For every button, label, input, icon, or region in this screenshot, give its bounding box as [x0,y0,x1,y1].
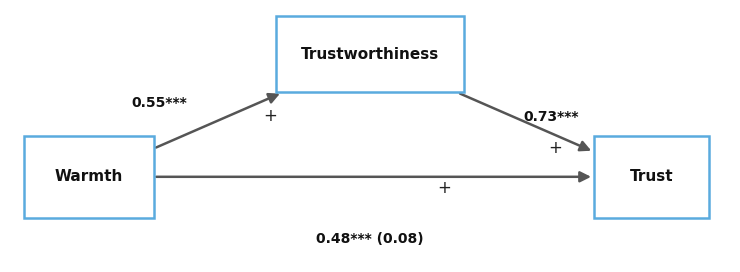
FancyBboxPatch shape [594,136,709,218]
Text: Trustworthiness: Trustworthiness [301,47,439,62]
Text: 0.73***: 0.73*** [524,110,579,124]
FancyBboxPatch shape [24,136,154,218]
FancyBboxPatch shape [275,16,465,92]
Text: +: + [548,139,562,157]
Text: +: + [437,179,451,197]
Text: +: + [263,107,277,125]
Text: Trust: Trust [630,169,673,184]
Text: Warmth: Warmth [55,169,123,184]
Text: 0.48*** (0.08): 0.48*** (0.08) [316,232,424,246]
Text: 0.55***: 0.55*** [131,96,187,110]
